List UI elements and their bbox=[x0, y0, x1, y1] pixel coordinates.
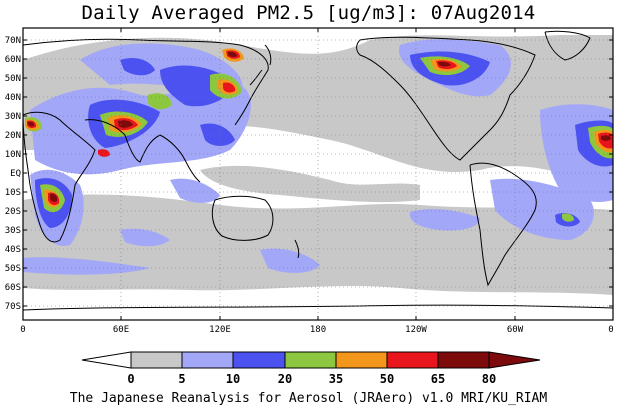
lat-label: 60S bbox=[5, 283, 21, 293]
lat-label: 60N bbox=[5, 55, 21, 65]
colorbar-label: 35 bbox=[329, 372, 343, 386]
colorbar-label: 20 bbox=[278, 372, 292, 386]
colorbar-segment-6 bbox=[386, 351, 439, 369]
colorbar-segment-4 bbox=[284, 351, 337, 369]
colorbar-segment-0 bbox=[81, 351, 132, 369]
colorbar-segment-3 bbox=[232, 351, 286, 369]
colorbar-segment-2 bbox=[181, 351, 234, 369]
map-title: Daily Averaged PM2.5 [ug/m3]: 07Aug2014 bbox=[81, 2, 536, 24]
colorbar-segment-7 bbox=[437, 351, 490, 369]
lon-label: 60E bbox=[113, 325, 129, 335]
colorbar-label: 80 bbox=[482, 372, 496, 386]
lon-label: 60W bbox=[507, 325, 524, 335]
pm25-field bbox=[23, 28, 613, 320]
lat-label: 50N bbox=[5, 74, 21, 84]
colorbar-label: 5 bbox=[178, 372, 185, 386]
lat-label: 40N bbox=[5, 93, 21, 103]
map-caption: The Japanese Reanalysis for Aerosol (JRA… bbox=[69, 391, 548, 406]
lon-label: 180 bbox=[310, 325, 326, 335]
lat-label: 40S bbox=[5, 245, 21, 255]
lon-label: 120E bbox=[209, 325, 231, 335]
lat-label: 30N bbox=[5, 112, 21, 122]
lat-label: 70S bbox=[5, 302, 21, 312]
coastlines bbox=[23, 30, 613, 311]
lat-label: 30S bbox=[5, 226, 21, 236]
colorbar-segment-1 bbox=[130, 351, 183, 369]
lon-label: 0 bbox=[20, 325, 25, 335]
lat-label: 70N bbox=[5, 36, 21, 46]
level-above-80-areas bbox=[28, 51, 611, 202]
lat-axis: 70N 60N 50N 40N 30N 20N 10N EQ 10S 20S 3… bbox=[5, 36, 613, 312]
colorbar: 0 5 10 20 35 50 65 80 bbox=[81, 351, 541, 386]
colorbar-label: 50 bbox=[380, 372, 394, 386]
lon-axis: 0 60E 120E 180 120W 60W 0 bbox=[20, 28, 614, 335]
colorbar-label: 0 bbox=[127, 372, 134, 386]
graticule bbox=[23, 28, 613, 320]
lon-label: 120W bbox=[405, 325, 427, 335]
lat-label: 20S bbox=[5, 207, 21, 217]
lat-label: 10S bbox=[5, 188, 21, 198]
lat-label: 10N bbox=[5, 150, 21, 160]
lon-label: 0 bbox=[608, 325, 613, 335]
colorbar-segment-5 bbox=[335, 351, 388, 369]
colorbar-label: 10 bbox=[226, 372, 240, 386]
lat-label: EQ bbox=[10, 169, 21, 179]
colorbar-label: 65 bbox=[431, 372, 445, 386]
lat-label: 20N bbox=[5, 131, 21, 141]
lat-label: 50S bbox=[5, 264, 21, 274]
colorbar-segment-8 bbox=[488, 351, 541, 369]
